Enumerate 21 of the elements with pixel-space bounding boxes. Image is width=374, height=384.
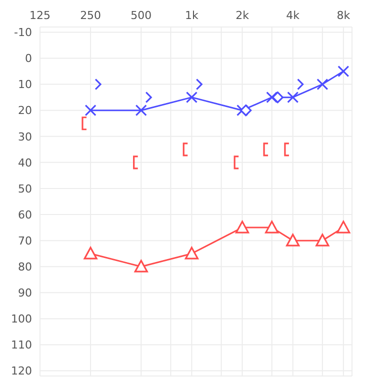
y-tick-label: 50 [18,182,32,196]
y-tick-label: -10 [14,26,32,40]
y-tick-label: 30 [18,130,32,144]
y-tick-label: 90 [18,286,32,300]
y-tick-label: 60 [18,208,32,222]
y-tick-label: 110 [11,338,32,352]
x-tick-label: 2k [236,9,250,22]
y-tick-label: 70 [18,234,32,248]
x-tick-label: 1k [185,9,200,22]
y-tick-label: 40 [18,156,32,170]
x-tick-label: 125 [30,9,50,22]
x-tick-label: 250 [80,9,102,22]
y-tick-label: 80 [18,260,32,274]
y-tick-label: 120 [11,364,32,378]
x-tick-label: 4k [286,9,300,22]
y-tick-label: 10 [18,78,32,92]
x-tick-label: 8k [336,9,351,22]
y-tick-label: 20 [18,104,32,118]
x-tick-label: 500 [130,9,152,22]
y-tick-label: 100 [11,312,32,326]
y-tick-label: 0 [25,52,32,66]
